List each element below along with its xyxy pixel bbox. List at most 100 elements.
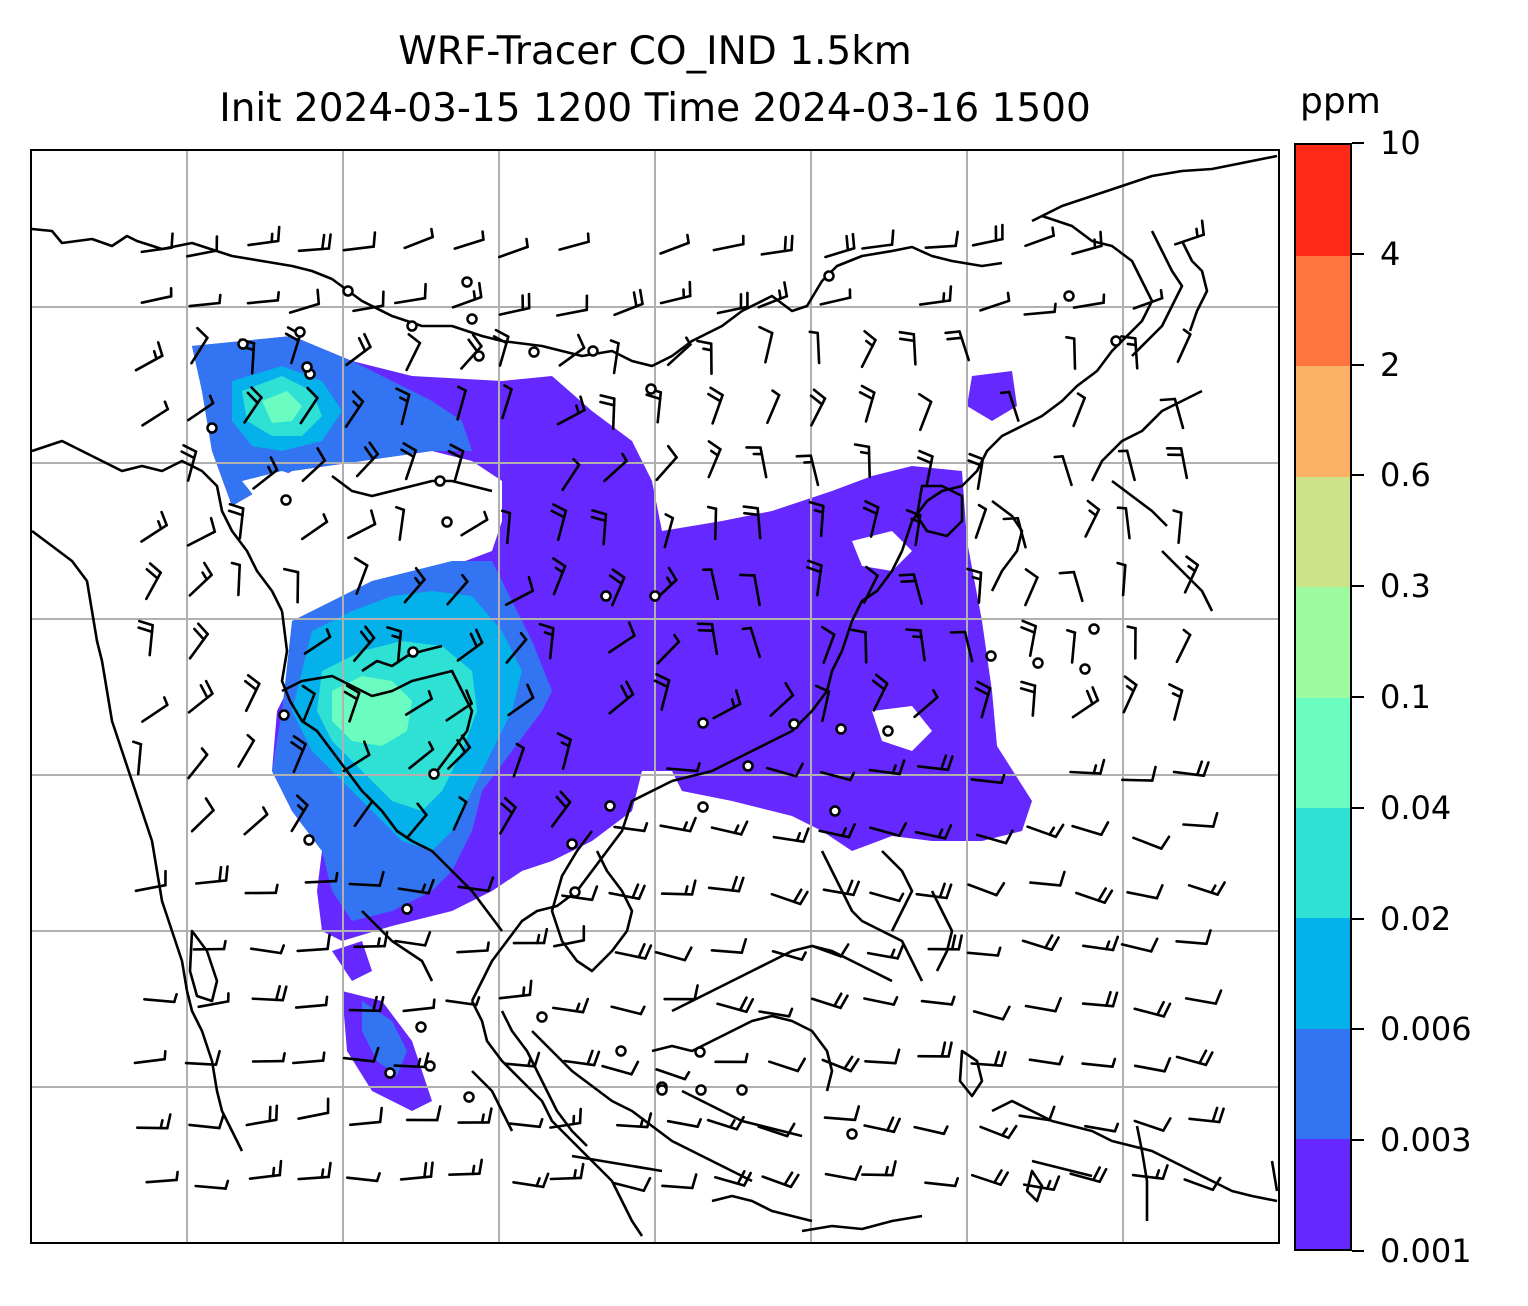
wind-barb [818,823,856,839]
wind-barb [397,878,435,895]
wind-barb [979,1124,1018,1140]
wind-barb [655,444,678,482]
wind-barb [355,441,380,478]
colorbar-unit-label: ppm [1300,81,1381,122]
wind-barb [133,1049,167,1065]
calm-wind-marker [206,422,218,434]
wind-barb [141,400,170,427]
wind-barb [230,561,241,597]
wind-barb [608,568,626,607]
wind-barb [853,443,872,479]
wind-barb [344,390,365,428]
calm-wind-marker [441,516,453,528]
wind-barb [860,330,877,369]
calm-wind-marker [736,1084,748,1096]
wind-barb [1084,1122,1120,1133]
wind-barb [701,568,720,601]
wind-barb [187,747,209,780]
wind-barb [944,330,971,362]
wind-barb [399,1161,434,1181]
wind-barb [765,762,804,778]
wind-barb [1183,555,1200,594]
colorbar-tick [1352,1028,1364,1031]
wind-barb [549,1107,583,1129]
wind-barb [659,816,697,833]
wind-barb [767,1057,807,1073]
wind-barb [550,790,572,828]
wind-barb [294,995,329,1009]
calm-wind-marker [407,646,419,658]
wind-barb [1132,289,1164,310]
wind-barb [1002,516,1027,549]
wind-barb [966,946,1002,957]
colorbar-tick-label: 0.1 [1380,678,1431,716]
wind-barb [291,1051,326,1065]
wind-barb [552,924,586,948]
calm-wind-marker [697,717,709,729]
wind-barb [967,881,1006,897]
wind-barb [966,567,983,605]
wind-barb [251,984,288,1002]
wind-barb [861,1160,897,1177]
wind-barb [661,1173,698,1190]
wind-barb [979,291,1011,312]
colorbar-tick-label: 2 [1380,345,1401,384]
wind-barb [348,995,385,1013]
wind-barb [188,561,213,597]
calm-wind-marker [280,494,292,506]
wind-barb [297,1097,330,1121]
wind-barb [861,229,895,250]
wind-barb [771,949,807,961]
wind-barb [1132,835,1171,850]
wind-barb [345,1171,381,1183]
calm-wind-marker [384,1067,396,1079]
wind-barb [601,1060,640,1076]
calm-wind-marker [473,350,485,362]
wind-barb [1175,929,1212,946]
wind-barb [352,625,376,662]
calm-wind-marker [985,650,997,662]
wind-barb [251,1051,286,1063]
wind-barb [447,443,465,482]
wind-barb [447,734,472,770]
wind-barb [1165,446,1189,480]
wind-barb [558,333,586,367]
colorbar-tick-label: 0.6 [1380,456,1431,495]
wind-barb [195,865,229,885]
wind-barb [348,870,385,887]
wind-barb [772,827,810,844]
wind-barb [405,802,428,840]
map-canvas [32,151,1278,1242]
wind-barb [552,557,567,596]
wind-barb [244,883,279,895]
wind-barb [1081,990,1119,1008]
calm-wind-marker [829,805,841,817]
map-panel[interactable] [30,149,1280,1244]
wind-barb [864,1048,901,1065]
wind-barb [1174,219,1205,246]
calm-wind-marker [645,383,657,395]
wind-barb [500,509,512,545]
colorbar-tick-label: 0.003 [1380,1121,1472,1160]
calm-wind-marker [463,1091,475,1103]
calm-wind-marker [694,1046,706,1058]
wind-barb [508,1117,544,1129]
wind-barb [615,1112,653,1129]
wind-barb [1126,625,1137,660]
wind-barb [1066,628,1077,664]
wind-barb [451,281,483,309]
wind-barb [249,944,285,955]
wind-barb [819,288,852,306]
wind-barb [613,821,649,833]
wind-barb [140,232,174,254]
wind-barb [503,1051,541,1068]
wind-barb [608,883,646,901]
wind-barb [806,559,823,597]
calm-wind-marker [401,903,413,915]
wind-barb [1018,1105,1056,1122]
colorbar-tick-label: 0.02 [1380,899,1452,938]
calm-wind-markers [206,270,1122,1140]
wind-barb [550,503,568,542]
wind-barb [132,740,143,776]
wind-barb [862,565,879,604]
